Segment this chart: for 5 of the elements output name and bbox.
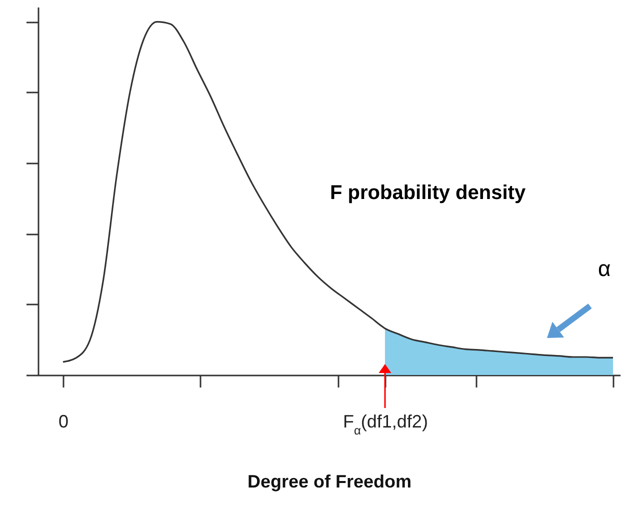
annotation: α bbox=[598, 256, 611, 282]
x-axis-title: Degree of Freedom bbox=[247, 472, 412, 492]
x-tick-label: 0 bbox=[58, 412, 69, 432]
annotation: F probability density bbox=[330, 182, 526, 205]
x-tick-label: F$_{α}$(df1,df2) bbox=[342, 412, 428, 438]
